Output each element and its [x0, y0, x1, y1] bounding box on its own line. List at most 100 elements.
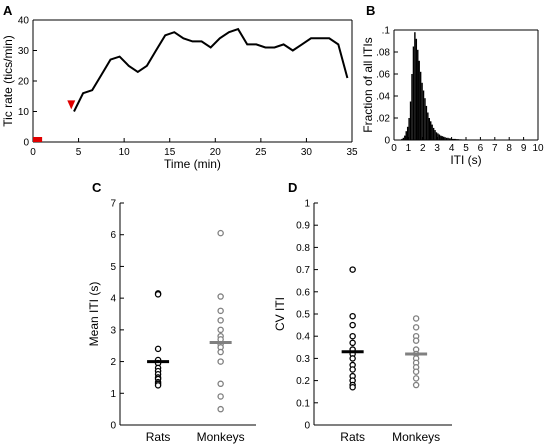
data-point	[349, 321, 356, 329]
y-tick-label: 0.8	[296, 243, 310, 254]
histogram-bar	[401, 138, 403, 140]
x-tick-label: 4	[449, 143, 455, 154]
data-point	[349, 355, 356, 362]
histogram-bar	[430, 121, 432, 140]
data-point	[217, 348, 224, 356]
histogram-bar	[417, 49, 419, 140]
x-tick-label: 30	[301, 147, 313, 158]
data-point	[349, 312, 356, 320]
x-tick-label: 9	[521, 143, 527, 154]
x-tick-label: 25	[255, 147, 267, 158]
x-tick-label: 3	[434, 143, 440, 154]
y-tick-label: 0	[384, 136, 390, 147]
x-tick-label: 20	[210, 147, 222, 158]
histogram-bar	[447, 137, 449, 140]
histogram-bar	[427, 112, 429, 140]
panel-label-a: A	[3, 3, 13, 18]
histogram-bar	[421, 82, 423, 140]
x-tick-label: 2	[420, 143, 426, 154]
y-tick-label: 1	[304, 199, 310, 210]
x-tick-label: 5	[463, 143, 469, 154]
data-point	[349, 332, 356, 340]
data-point	[412, 368, 420, 375]
y-tick-label: 40	[18, 16, 30, 27]
y-tick-label: .02	[376, 114, 390, 125]
category-label: Monkeys	[392, 430, 440, 444]
histogram-bar	[419, 71, 422, 140]
histogram-bar	[422, 90, 425, 140]
histogram-bar	[405, 131, 407, 140]
y-tick-label: 0.2	[296, 376, 310, 387]
y-tick-label: 0.3	[296, 354, 310, 365]
histogram-bar	[428, 118, 430, 140]
y-tick-label: 0	[110, 421, 116, 432]
histogram-bar	[441, 136, 443, 140]
panel-d-cv-iti-scatter: 0 0.1 0.2 0.3 0.4 0.5 0.6 0.7 0.8 0.9 1 Rats Monkeys…	[273, 199, 452, 444]
x-tick-label: 0	[391, 143, 397, 154]
data-point	[217, 317, 224, 324]
y-tick-label: 5	[110, 262, 116, 273]
y-tick-label: 10	[18, 107, 30, 118]
tic-rate-line	[73, 27, 349, 112]
histogram-bar	[454, 138, 456, 140]
data-point	[217, 293, 224, 300]
histogram-bar	[455, 139, 458, 140]
histogram-bar	[402, 137, 405, 140]
data-point	[154, 382, 162, 389]
data-point	[349, 266, 356, 273]
histogram-bar	[432, 127, 435, 140]
y-tick-label: 1	[110, 389, 116, 400]
histogram-bar	[442, 136, 445, 140]
histogram-bar	[411, 74, 413, 140]
histogram-bar	[431, 124, 433, 140]
y-axis-label: Fraction of all ITIs	[361, 37, 375, 132]
category-label: Rats	[146, 430, 171, 444]
data-point	[349, 366, 356, 373]
histogram-bar	[440, 135, 442, 140]
category-label: Monkeys	[197, 430, 245, 444]
panel-c-mean-iti-scatter: 0 1 2 3 4 5 6 7 Rats Monkeys Mean ITI (s)	[87, 199, 256, 444]
y-tick-label: 0.6	[296, 287, 310, 298]
x-axis-label: ITI (s)	[450, 153, 481, 167]
x-tick-label: 15	[164, 147, 176, 158]
y-tick-label: 0.4	[296, 332, 310, 343]
y-tick-label: .1	[382, 26, 391, 37]
x-tick-label: 1	[406, 143, 412, 154]
data-point	[349, 384, 356, 391]
histogram-bar	[461, 139, 464, 140]
histogram-bar	[437, 133, 439, 140]
y-tick-label: 6	[110, 230, 116, 241]
y-axis-label: CV ITI	[273, 297, 287, 331]
x-axis-label: Time (min)	[164, 157, 221, 171]
histogram-bar	[451, 138, 454, 140]
x-tick-label: 35	[346, 147, 358, 158]
y-tick-label: .04	[376, 92, 390, 103]
histogram-bar	[424, 98, 426, 140]
histogram-bar	[414, 32, 416, 141]
y-tick-label: 4	[110, 294, 116, 305]
histogram-bar	[445, 137, 448, 140]
data-point	[217, 405, 224, 413]
red-period-bar	[33, 137, 43, 142]
x-tick-label: 7	[492, 143, 498, 154]
panel-a-tic-rate-chart: 0 10 20 30 40 0 5 10 15 20 25 30 35 Time (min) Tic rat…	[1, 16, 358, 172]
data-point	[412, 381, 420, 389]
data-point	[217, 393, 224, 400]
y-tick-label: 0	[304, 421, 310, 432]
histogram-bar	[408, 118, 410, 140]
data-point	[154, 291, 162, 298]
histogram-bar	[460, 139, 462, 140]
panel-label-c: C	[92, 180, 102, 195]
x-tick-label: 10	[119, 147, 131, 158]
data-point	[412, 324, 420, 331]
panel-label-b: B	[366, 3, 375, 18]
x-tick-label: 8	[506, 143, 512, 154]
y-axis-label: Mean ITI (s)	[87, 282, 101, 347]
data-point	[154, 345, 162, 353]
histogram-bar	[448, 138, 451, 140]
histogram-bar	[457, 139, 459, 140]
data-point	[412, 337, 420, 344]
histogram-bar	[406, 126, 409, 140]
